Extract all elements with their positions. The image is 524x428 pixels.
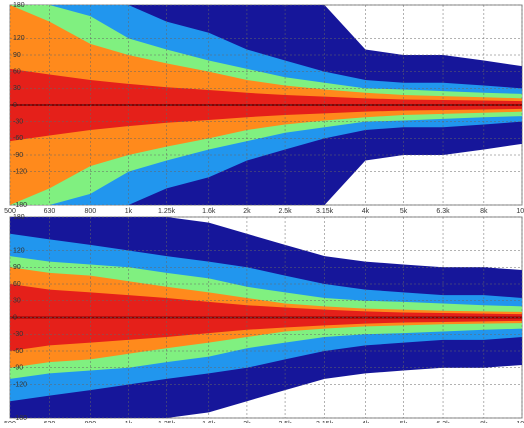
x-tick-label: 3.15k bbox=[316, 208, 334, 215]
contour-band bbox=[10, 68, 522, 105]
contour-band bbox=[10, 105, 522, 142]
y-tick-label: 120 bbox=[13, 35, 25, 42]
panel: -180 -120 -90 -60 -30 0 30 60 90 120 180 500 630 800 1… bbox=[4, 2, 524, 215]
x-tick-label: 1.25k bbox=[158, 208, 176, 215]
x-tick-label: 1k bbox=[125, 208, 133, 215]
y-tick-label: -30 bbox=[13, 119, 23, 126]
y-tick-label: -120 bbox=[13, 381, 27, 388]
x-tick-label: 630 bbox=[44, 208, 56, 215]
y-tick-label: 90 bbox=[13, 52, 21, 59]
y-tick-label: -30 bbox=[13, 331, 23, 338]
x-tick-label: 500 bbox=[4, 208, 16, 215]
y-tick-label: -180 bbox=[13, 202, 27, 209]
y-tick-label: -180 bbox=[13, 415, 27, 422]
x-tick-label: 4k bbox=[362, 208, 370, 215]
y-tick-label: 0 bbox=[13, 102, 17, 109]
panel: -180-120-90-60-3003060901201805006308001… bbox=[4, 214, 524, 428]
y-tick-label: 180 bbox=[13, 2, 25, 9]
y-tick-label: 30 bbox=[13, 85, 21, 92]
x-tick-label: 5k bbox=[400, 208, 408, 215]
y-tick-label: 180 bbox=[13, 214, 25, 221]
y-tick-label: -60 bbox=[13, 135, 23, 142]
x-tick-label: 10k bbox=[516, 208, 524, 215]
y-tick-label: -60 bbox=[13, 348, 23, 355]
y-tick-label: 0 bbox=[13, 314, 17, 321]
x-tick-label: 6.3k bbox=[436, 208, 450, 215]
contour-band bbox=[10, 105, 522, 205]
x-tick-label: 8k bbox=[480, 208, 488, 215]
plot bbox=[10, 217, 522, 418]
y-tick-label: 60 bbox=[13, 281, 21, 288]
x-tick-label: 800 bbox=[84, 208, 96, 215]
contour-band bbox=[10, 284, 522, 318]
contour-band bbox=[10, 317, 522, 351]
y-tick-label: 120 bbox=[13, 247, 25, 254]
x-tick-label: 2.5k bbox=[278, 208, 292, 215]
y-tick-label: 60 bbox=[13, 69, 21, 76]
y-tick-label: -90 bbox=[13, 365, 23, 372]
y-tick-label: 90 bbox=[13, 264, 21, 271]
y-tick-label: -120 bbox=[13, 169, 27, 176]
contour-band bbox=[10, 5, 522, 105]
y-tick-label: -90 bbox=[13, 152, 23, 159]
x-tick-label: 2k bbox=[243, 208, 251, 215]
y-tick-label: 30 bbox=[13, 298, 21, 305]
x-tick-label: 1.6k bbox=[202, 208, 216, 215]
